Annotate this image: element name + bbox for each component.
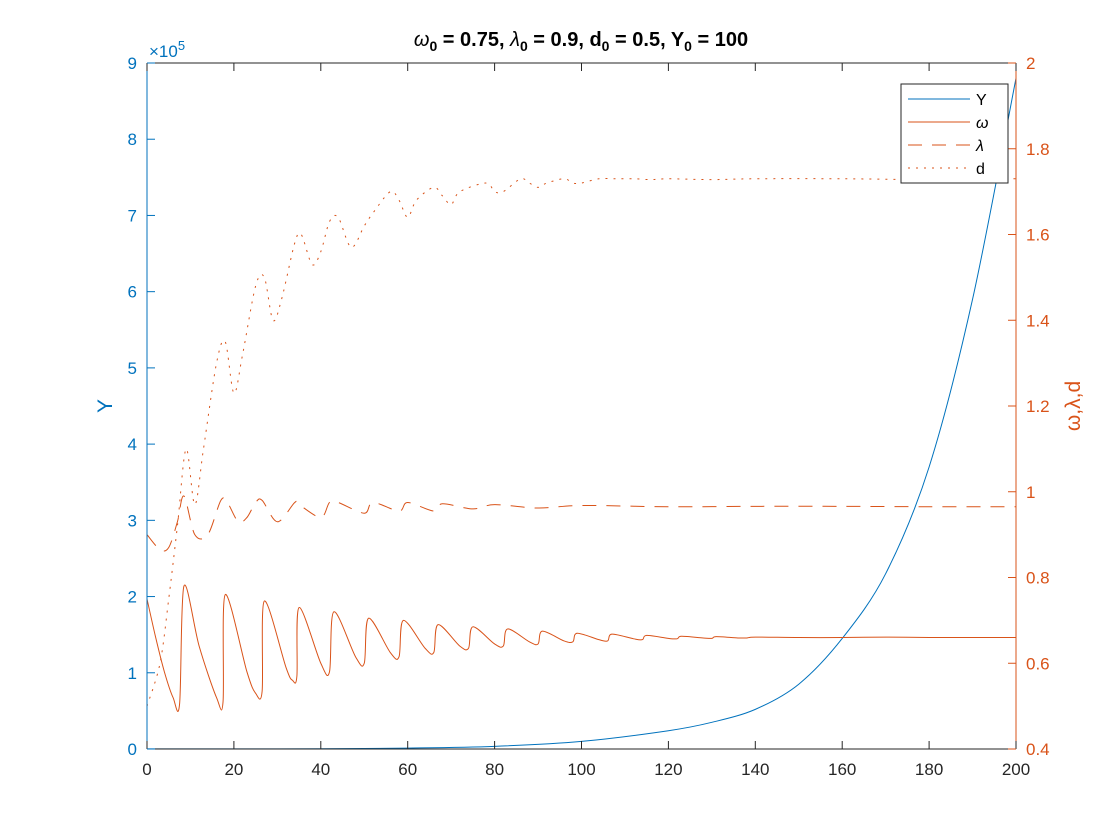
left-y-tick-label: 3	[128, 511, 137, 530]
x-tick-label: 0	[142, 760, 151, 779]
plot-area	[147, 63, 1016, 749]
title-y-sub: 0	[684, 38, 692, 54]
legend-box	[900, 83, 1009, 184]
x-tick-label: 80	[485, 760, 504, 779]
title-d-value: = 0.5, Y	[609, 29, 684, 51]
right-y-tick-label: 1.8	[1026, 140, 1050, 159]
title-lambda-sub: 0	[520, 38, 528, 54]
legend-label: λ	[975, 138, 984, 155]
left-y-tick-label: 0	[128, 740, 137, 759]
x-tick-label: 200	[1002, 760, 1030, 779]
x-tick-label: 40	[311, 760, 330, 779]
x-tick-label: 160	[828, 760, 856, 779]
left-y-exponent-power: 5	[178, 38, 185, 53]
x-tick-label: 20	[224, 760, 243, 779]
left-y-tick-label: 1	[128, 664, 137, 683]
left-y-exponent: ×105	[149, 38, 185, 61]
left-y-axis-ticks: 0 1 2 3 4 5 6 7 8 9	[128, 54, 155, 759]
title-omega-sub: 0	[429, 38, 437, 54]
left-y-tick-label: 7	[128, 206, 137, 225]
left-y-tick-label: 9	[128, 54, 137, 73]
right-y-tick-label: 1	[1026, 483, 1035, 502]
title-omega-symbol: ω	[414, 29, 430, 51]
series-line-dashed	[146, 495, 1017, 552]
left-y-tick-label: 8	[128, 130, 137, 149]
right-y-tick-label: 0.4	[1026, 740, 1050, 759]
title-lambda-symbol: λ	[509, 29, 520, 51]
title-lambda-value: = 0.9, d	[528, 29, 602, 51]
x-axis-ticks: 0 20 40 60 80 100 120 140 160 180 200	[142, 63, 1030, 779]
title-y-value: = 100	[692, 29, 748, 51]
x-tick-label: 180	[915, 760, 943, 779]
left-y-axis-label: Y	[94, 399, 117, 413]
right-y-axis-label: ω,λ,d	[1062, 381, 1085, 431]
legend-label: d	[976, 161, 985, 178]
right-y-tick-label: 2	[1026, 54, 1035, 73]
title-d-sub: 0	[602, 38, 610, 54]
right-y-tick-label: 1.6	[1026, 226, 1050, 245]
left-y-tick-label: 6	[128, 283, 137, 302]
left-y-exponent-prefix: ×10	[149, 42, 178, 61]
x-tick-label: 60	[398, 760, 417, 779]
left-y-tick-label: 4	[128, 435, 137, 454]
series-line-solid	[146, 584, 1016, 712]
right-y-tick-label: 0.8	[1026, 569, 1050, 588]
left-y-tick-label: 5	[128, 359, 137, 378]
left-y-tick-label: 2	[128, 588, 137, 607]
title-omega-value: = 0.75,	[437, 29, 510, 51]
right-y-tick-label: 0.6	[1026, 654, 1050, 673]
x-tick-label: 100	[567, 760, 595, 779]
chart-title: ω0 = 0.75, λ0 = 0.9, d0 = 0.5, Y0 = 100	[414, 29, 748, 54]
right-y-tick-label: 1.4	[1026, 311, 1050, 330]
x-tick-label: 140	[741, 760, 769, 779]
x-tick-label: 120	[654, 760, 682, 779]
legend-label: ω	[976, 115, 988, 132]
right-y-tick-label: 1.2	[1026, 397, 1050, 416]
legend-label: Y	[976, 92, 987, 109]
right-y-axis-ticks: 0.4 0.6 0.8 1 1.2 1.4 1.6 1.8 2	[1008, 54, 1050, 759]
series-line-dotted	[146, 177, 1017, 707]
